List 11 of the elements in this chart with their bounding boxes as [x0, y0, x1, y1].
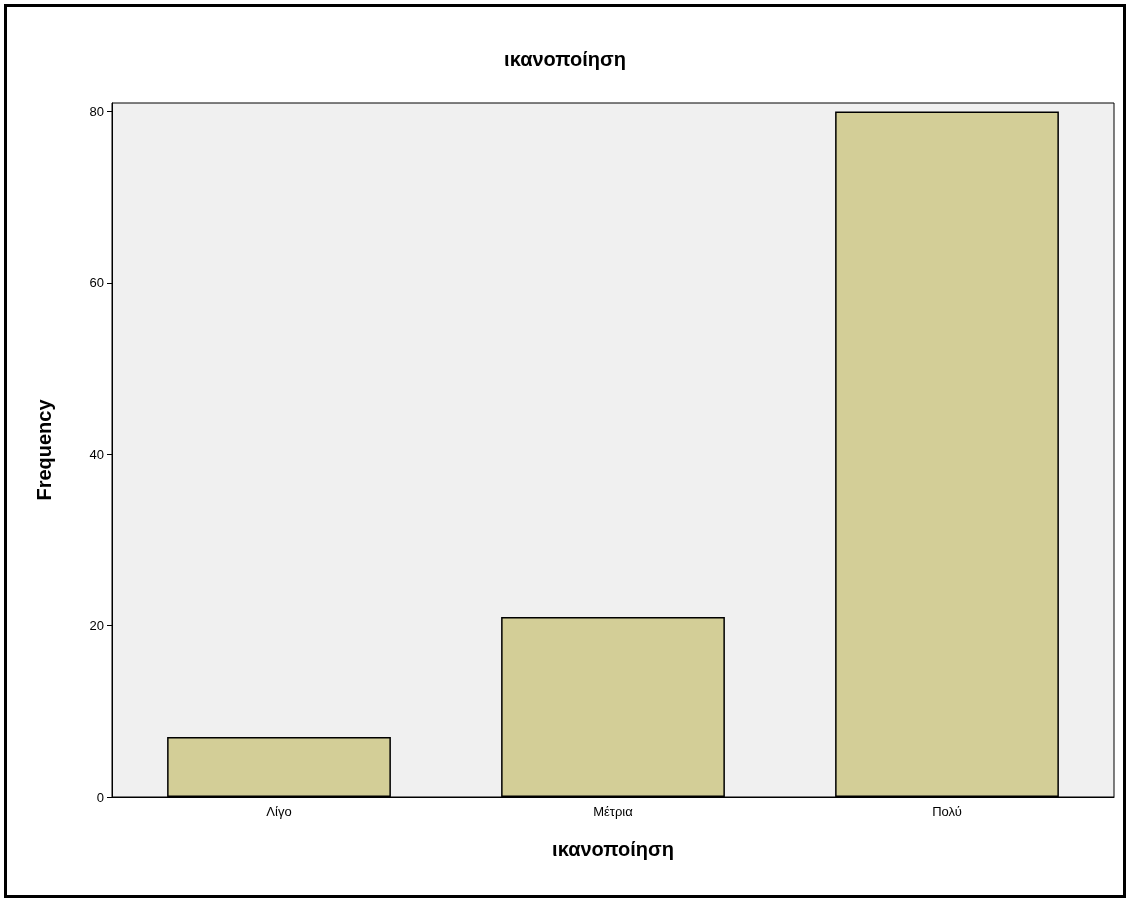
- y-tick-label: 60: [89, 275, 104, 291]
- y-axis-title: Frequency: [33, 398, 55, 501]
- y-tick-label: 0: [96, 789, 104, 805]
- y-tick-label: 20: [89, 618, 104, 634]
- x-tick-label: Μέτρια: [593, 804, 634, 819]
- y-tick-label: 80: [89, 104, 104, 120]
- x-axis-title: ικανοποίηση: [552, 838, 674, 860]
- y-tick-label: 40: [89, 446, 104, 462]
- x-tick-label: Λίγο: [266, 804, 292, 819]
- chart-title: ικανοποίηση: [504, 48, 626, 70]
- x-tick-label: Πολύ: [932, 804, 962, 819]
